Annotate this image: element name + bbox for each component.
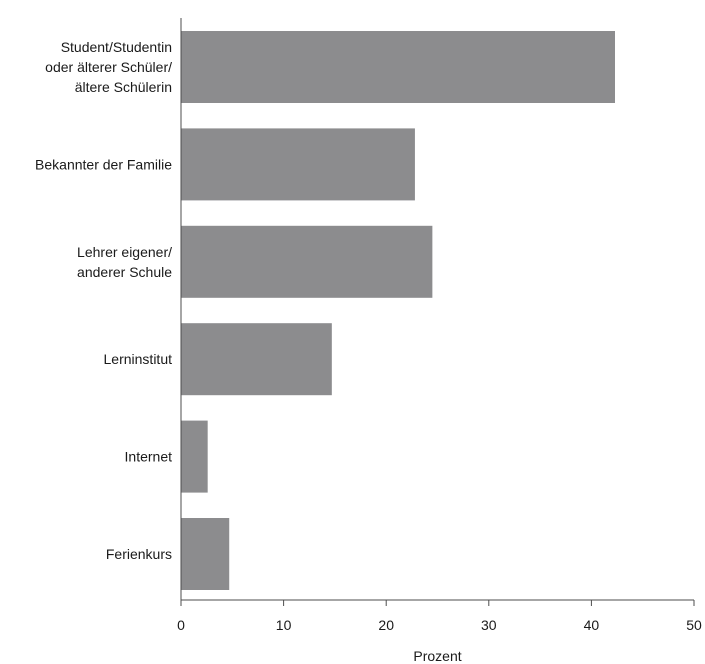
category-label-line: anderer Schule [77,264,172,280]
category-label-line: Ferienkurs [106,546,172,562]
bars-group [181,31,615,590]
bar-2 [181,225,433,298]
x-tick-label-5: 50 [686,617,702,633]
x-tick-label-3: 30 [481,617,497,633]
bar-1 [181,128,415,201]
x-axis-title: Prozent [413,648,461,664]
category-label-1: Bekannter der Familie [35,156,172,172]
category-label-line: Student/Studentin [61,39,172,55]
bar-4 [181,420,208,493]
category-label-0: Student/Studentin oder älterer Schüler/äl… [45,39,172,95]
x-tick-label-1: 10 [276,617,292,633]
category-label-line: Lehrer eigener/ [77,244,172,260]
bar-0 [181,31,615,103]
x-tick-label-0: 0 [177,617,185,633]
x-tick-label-2: 20 [378,617,394,633]
category-label-3: Lerninstitut [104,351,173,367]
bar-5 [181,518,230,590]
category-label-line: Lerninstitut [104,351,173,367]
category-label-line: Bekannter der Familie [35,156,172,172]
category-labels: Student/Studentin oder älterer Schüler/äl… [35,39,172,562]
category-label-line: oder älterer Schüler/ [45,59,172,75]
category-label-4: Internet [125,449,173,465]
bar-3 [181,323,332,396]
x-tick-label-4: 40 [584,617,600,633]
category-label-line: Internet [125,449,173,465]
category-label-2: Lehrer eigener/anderer Schule [77,244,172,280]
category-label-line: ältere Schülerin [75,79,172,95]
category-label-5: Ferienkurs [106,546,172,562]
x-axis-ticks: 0 10 20 30 40 50 [177,600,702,633]
